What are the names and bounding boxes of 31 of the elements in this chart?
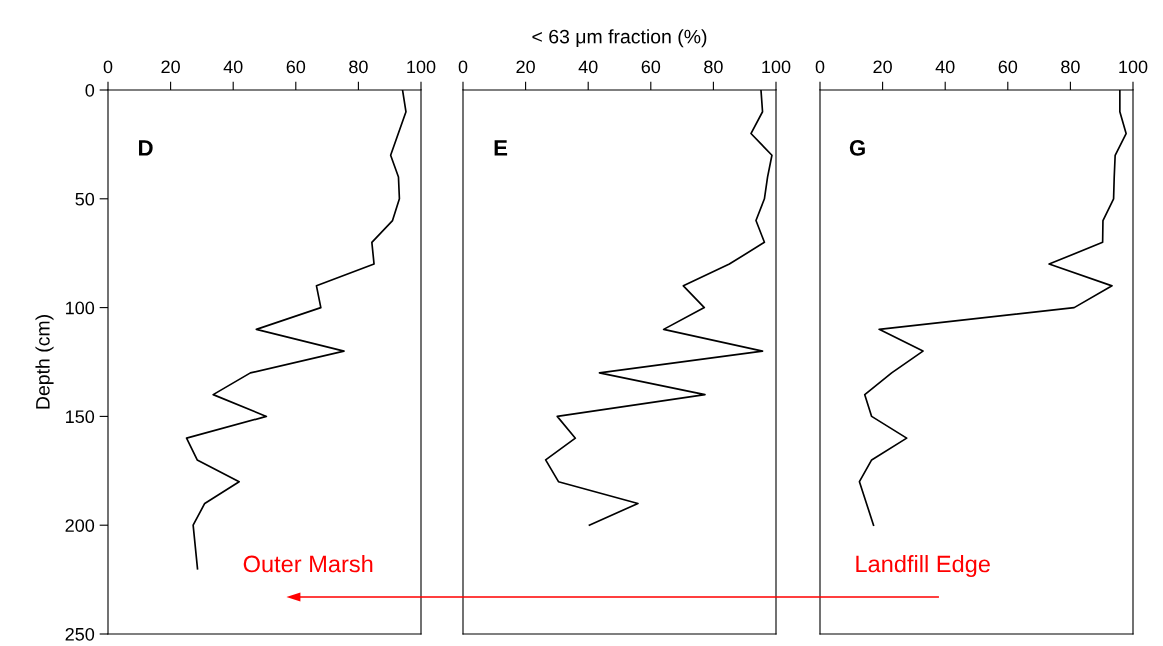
x-tick-label: 20 — [516, 60, 535, 74]
x-tick-label: 20 — [161, 60, 180, 74]
x-tick-label: 0 — [103, 60, 113, 74]
x-axis-title: < 63 μm fraction (%) — [532, 29, 707, 48]
y-tick-label: 100 — [66, 301, 95, 315]
y-tick-label: 150 — [66, 410, 95, 424]
y-tick-label: 200 — [65, 519, 95, 532]
x-tick-label: 40 — [223, 60, 243, 74]
x-tick-label: 80 — [704, 60, 723, 74]
x-tick-label: 60 — [286, 60, 306, 74]
text: G — [849, 140, 865, 156]
y-tick-label: 50 — [75, 192, 95, 206]
x-tick-label: 100 — [407, 60, 436, 74]
x-tick-label: 20 — [873, 60, 892, 74]
y-tick-label: 250 — [65, 627, 95, 641]
x-tick-label: 0 — [458, 60, 468, 74]
x-tick-label: 40 — [578, 60, 598, 74]
annotation: Landfill Edge — [856, 554, 990, 578]
x-tick-label: 80 — [349, 60, 368, 74]
x-tick-label: 100 — [762, 60, 791, 74]
y-axis-title: Depth (cm) — [35, 315, 54, 409]
x-tick-label: 60 — [998, 60, 1018, 74]
text: D — [139, 140, 153, 156]
x-tick-label: 80 — [1061, 60, 1080, 74]
x-tick-label: 0 — [815, 60, 825, 74]
annotation: Outer Marsh — [243, 554, 373, 573]
text: E — [494, 140, 508, 156]
x-tick-label: 40 — [935, 60, 955, 74]
x-tick-label: 100 — [1119, 60, 1148, 74]
y-tick-label: 0 — [85, 83, 95, 97]
x-tick-label: 60 — [641, 60, 661, 74]
